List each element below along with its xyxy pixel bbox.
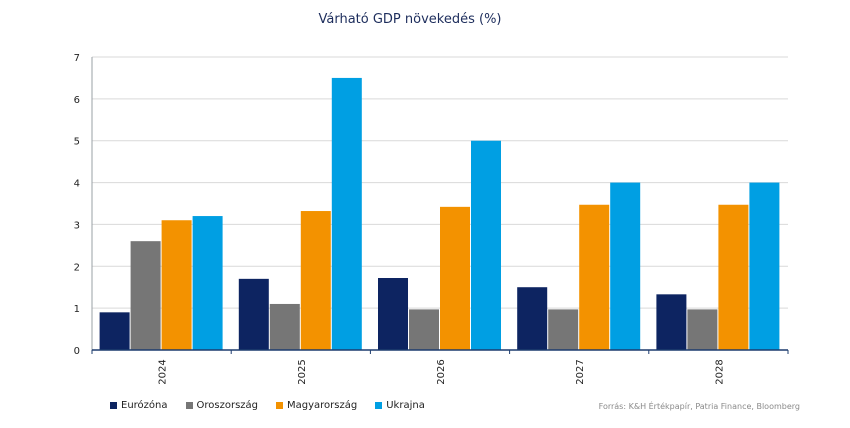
bar	[656, 294, 687, 350]
y-tick-label: 7	[74, 53, 80, 64]
y-tick-label: 3	[74, 220, 80, 231]
y-tick-label: 4	[74, 179, 80, 190]
legend-label: Ukrajna	[386, 400, 425, 411]
x-tick-label: 2028	[714, 359, 725, 384]
y-tick-label: 1	[74, 304, 80, 315]
bar	[718, 204, 749, 350]
bar	[192, 216, 223, 350]
bar	[471, 140, 501, 350]
y-tick-label: 2	[74, 262, 80, 273]
legend-label: Magyarország	[287, 400, 358, 411]
x-tick-label: 2026	[436, 359, 447, 384]
legend: Eurózóna Oroszország Magyarország Ukrajna	[110, 400, 443, 411]
legend-swatch	[185, 402, 193, 409]
bar	[749, 182, 780, 350]
bar	[161, 220, 192, 350]
legend-label: Oroszország	[196, 400, 259, 411]
legend-label: Eurózóna	[121, 400, 168, 411]
bar	[440, 206, 470, 350]
bar	[517, 287, 548, 350]
legend-swatch	[276, 402, 284, 409]
legend-item: Eurózóna	[110, 400, 168, 411]
bar	[331, 77, 362, 350]
bar	[130, 241, 161, 350]
bar	[300, 211, 331, 350]
x-tick-label: 2025	[297, 359, 308, 384]
bar	[548, 309, 579, 350]
bar	[687, 309, 718, 350]
bar	[579, 204, 610, 350]
y-tick-label: 6	[74, 95, 80, 106]
bar	[238, 278, 269, 350]
legend-swatch	[375, 402, 383, 409]
legend-item: Magyarország	[276, 400, 357, 411]
bar	[378, 278, 408, 350]
y-tick-label: 5	[74, 137, 80, 148]
source-note: Forrás: K&H Értékpapír, Patria Finance, …	[598, 402, 800, 411]
bar	[269, 303, 300, 350]
bar	[409, 309, 439, 350]
x-tick-label: 2027	[575, 359, 586, 384]
x-tick-label: 2024	[158, 359, 169, 384]
legend-swatch	[110, 402, 117, 409]
legend-item: Oroszország	[185, 400, 259, 411]
y-tick-label: 0	[74, 346, 80, 357]
bar	[610, 182, 641, 350]
legend-item: Ukrajna	[375, 400, 425, 411]
chart-title: Várható GDP növekedés (%)	[318, 12, 502, 27]
bar	[99, 312, 130, 350]
